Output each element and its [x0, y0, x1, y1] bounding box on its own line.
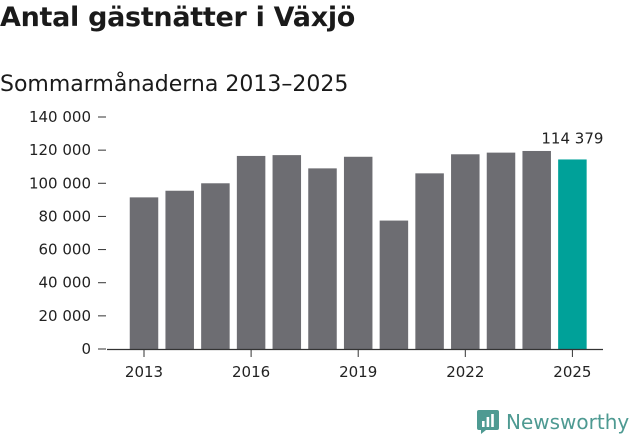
y-tick-label: 80 000	[39, 207, 92, 225]
y-tick-label: 0	[81, 340, 91, 358]
bar-2018	[308, 168, 337, 349]
chart-subtitle: Sommarmånaderna 2013–2025	[0, 72, 349, 97]
bar-2024	[522, 150, 551, 349]
y-tick-label: 100 000	[29, 174, 91, 192]
bar-2015	[201, 183, 230, 349]
y-tick-label: 20 000	[39, 307, 92, 325]
y-tick-label: 120 000	[29, 141, 91, 159]
y-tick-label: 40 000	[39, 274, 92, 292]
bar-2025	[558, 159, 587, 349]
x-tick-label: 2016	[232, 363, 270, 381]
bar-2016	[236, 155, 266, 349]
bar-2014	[165, 190, 194, 349]
x-tick-label: 2013	[125, 363, 163, 381]
x-tick-label: 2022	[446, 363, 484, 381]
bar-2019	[343, 156, 373, 349]
bar-2022	[451, 154, 480, 349]
bar-2023	[486, 152, 516, 349]
x-tick-label: 2025	[553, 363, 591, 381]
bar-2020	[379, 220, 409, 349]
data-label: 114 379	[541, 129, 603, 147]
bar-2017	[272, 155, 302, 349]
chart-title: Antal gästnätter i Växjö	[0, 2, 356, 33]
newsworthy-logo-icon	[477, 410, 499, 434]
y-tick-label: 60 000	[39, 241, 92, 259]
x-tick-label: 2019	[339, 363, 377, 381]
bar-2013	[129, 197, 159, 349]
brand-logo: Newsworthy	[476, 407, 629, 437]
brand-name: Newsworthy	[506, 410, 630, 434]
y-tick-label: 140 000	[29, 108, 91, 126]
bar-2021	[415, 173, 444, 349]
